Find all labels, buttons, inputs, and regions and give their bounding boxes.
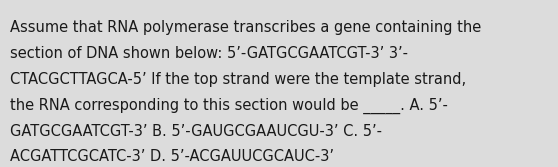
Text: CTACGCTTAGCA-5’ If the top strand were the template strand,: CTACGCTTAGCA-5’ If the top strand were t…: [10, 72, 466, 87]
Text: ACGATTCGCATC-3’ D. 5’-ACGAUUCGCAUC-3’: ACGATTCGCATC-3’ D. 5’-ACGAUUCGCAUC-3’: [10, 149, 334, 164]
Text: Assume that RNA polymerase transcribes a gene containing the: Assume that RNA polymerase transcribes a…: [10, 20, 482, 35]
Text: GATGCGAATCGT-3’ B. 5’-GAUGCGAAUCGU-3’ C. 5’-: GATGCGAATCGT-3’ B. 5’-GAUGCGAAUCGU-3’ C.…: [10, 124, 382, 139]
Text: the RNA corresponding to this section would be _____. A. 5’-: the RNA corresponding to this section wo…: [10, 98, 448, 114]
Text: section of DNA shown below: 5’-GATGCGAATCGT-3’ 3’-: section of DNA shown below: 5’-GATGCGAAT…: [10, 46, 408, 61]
